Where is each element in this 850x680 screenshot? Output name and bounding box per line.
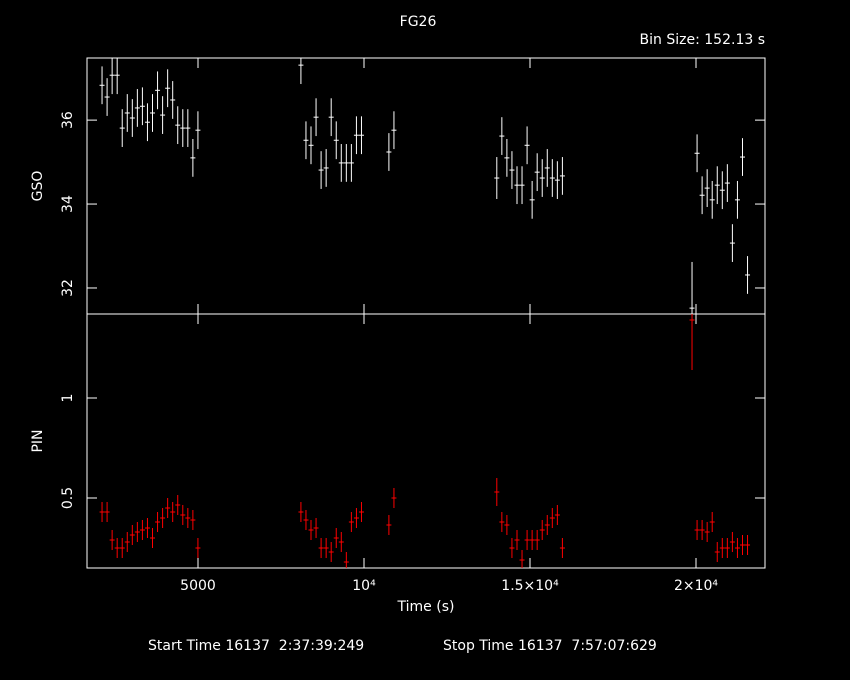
bin-size: Bin Size: 152.13 s [640, 32, 765, 48]
plot-frame [86, 313, 766, 569]
y-tick-label: 0.5 [60, 487, 76, 509]
data-layer [99, 314, 751, 568]
y-axis-label: GSO [30, 171, 46, 202]
x-tick-label: 2×10⁴ [674, 578, 718, 594]
plot-frame [86, 57, 766, 315]
x-axis-label: Time (s) [397, 599, 455, 615]
chart-title: FG26 [400, 14, 437, 30]
y-tick-label: 36 [60, 111, 76, 129]
x-tick-label: 5000 [180, 578, 216, 594]
x-tick-label: 10⁴ [352, 578, 376, 594]
y-tick-label: 34 [60, 195, 76, 213]
y-axis-label: PIN [30, 429, 46, 452]
y-tick-label: 1 [60, 394, 76, 403]
start-time: Start Time 16137 2:37:39:249 [148, 638, 364, 654]
stop-time: Stop Time 16137 7:57:07:629 [443, 638, 657, 654]
y-tick-label: 32 [60, 279, 76, 297]
data-layer [99, 58, 751, 314]
x-tick-label: 1.5×10⁴ [501, 578, 559, 594]
